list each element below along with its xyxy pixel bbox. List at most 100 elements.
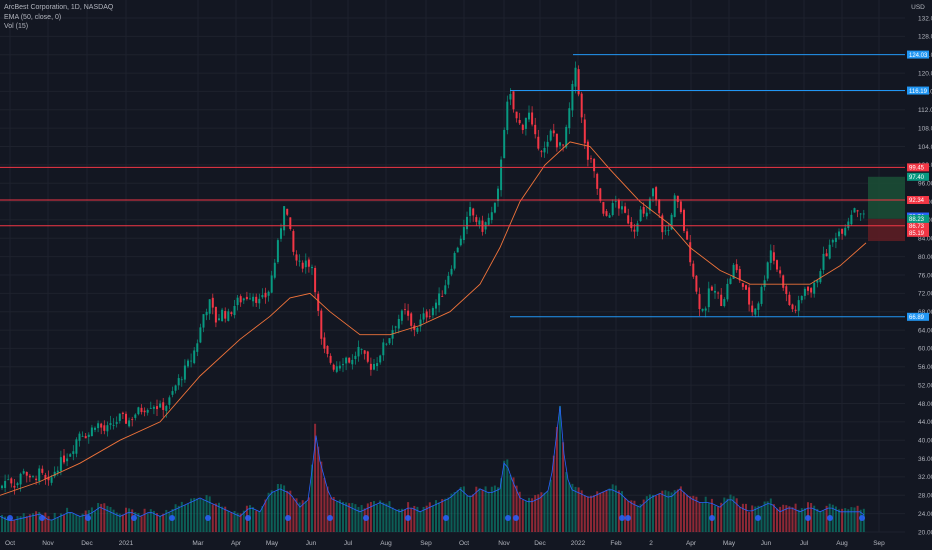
candle-body [270,275,273,293]
candle-body [404,309,406,310]
x-tick-label: Jun [306,540,317,547]
x-tick-label: May [266,540,279,547]
candle-body [369,363,372,370]
candle-body [53,471,56,477]
x-tick-label: 2 [649,540,653,547]
volume-bar [69,512,72,532]
candle-body [611,203,614,216]
candle-body [125,413,127,424]
volume-bar [168,511,171,532]
candle-body [276,240,279,263]
candle-body [245,296,248,300]
candle-body [258,298,261,304]
volume-bar [856,505,859,532]
x-tick-label: Mar [192,540,204,547]
x-tick-label: Dec [534,540,546,547]
candle-body [577,69,580,95]
volume-bar [159,515,162,532]
volume-bar [797,509,800,532]
volume-bar [35,511,38,532]
volume-bar [692,495,695,532]
candle-body [803,288,806,296]
volume-bar [252,507,255,532]
y-tick-label: 112.00 [918,107,932,114]
volume-bar [450,493,453,532]
volume-legend[interactable]: Vol (15) [4,23,29,30]
candle-body [450,268,453,275]
volume-bar [125,507,127,532]
candle-body [645,212,648,217]
volume-bar [94,511,96,532]
price-tag-label: 97.40 [909,175,925,181]
volume-bar [472,494,475,532]
candle-body [813,282,816,294]
volume-bar [813,505,816,532]
candle-body [574,67,577,87]
volume-bar [546,491,549,532]
volume-bar [512,477,515,532]
volume-bar [462,486,465,532]
volume-bar [506,459,509,532]
volume-bar [555,426,558,532]
volume-bar [81,513,84,532]
candle-body [317,293,320,311]
ema-legend[interactable]: EMA (50, close, 0) [4,13,62,21]
candle-body [208,299,211,314]
candle-body [351,359,354,365]
price-tag-label: 66.89 [909,315,925,321]
candle-body [394,326,397,328]
candle-body [50,477,53,483]
volume-bar [379,500,382,532]
candle-body [748,287,751,305]
event-marker-icon [859,515,865,521]
volume-bar [267,492,270,532]
volume-bar [459,487,462,532]
symbol-legend[interactable]: ArcBest Corporation, 1D, NASDAQ [4,4,114,11]
y-tick-label: 28.00 [918,493,932,500]
candle-body [472,208,475,216]
volume-bar [357,506,360,532]
volume-bar [441,499,444,532]
volume-bar [199,498,202,532]
volume-bar [571,483,574,532]
volume-bar [214,503,217,532]
volume-bar [658,493,661,532]
candle-body [152,406,155,409]
volume-bar [115,512,118,532]
candle-body [583,119,586,144]
volume-bar [106,505,109,532]
volume-bar [704,496,707,532]
volume-bar [788,506,791,532]
volume-bar [466,495,468,532]
candle-body [503,129,506,159]
candle-body [128,420,131,427]
volume-bar [50,519,53,532]
volume-bar [624,498,627,532]
x-tick-label: Oct [5,540,15,547]
candle-body [757,303,760,310]
volume-bar [345,502,348,532]
volume-bar [574,486,577,532]
volume-bar [109,507,112,532]
candle-body [131,419,134,420]
volume-bar [599,492,602,532]
candle-body [171,391,174,395]
candle-body [323,337,326,349]
volume-bar [435,500,437,532]
candle-body [354,355,357,360]
volume-bar [577,487,580,532]
candle-body [106,425,109,432]
volume-bar [87,510,90,532]
candle-body [586,141,589,160]
event-marker-icon [7,515,13,521]
currency-label: USD [911,4,925,11]
candle-body [726,283,729,300]
candle-body [388,338,391,344]
volume-bar [714,505,716,532]
volume-bar [487,491,490,532]
x-tick-label: Jul [800,540,809,547]
volume-bar [165,509,168,532]
candle-body [552,130,555,134]
